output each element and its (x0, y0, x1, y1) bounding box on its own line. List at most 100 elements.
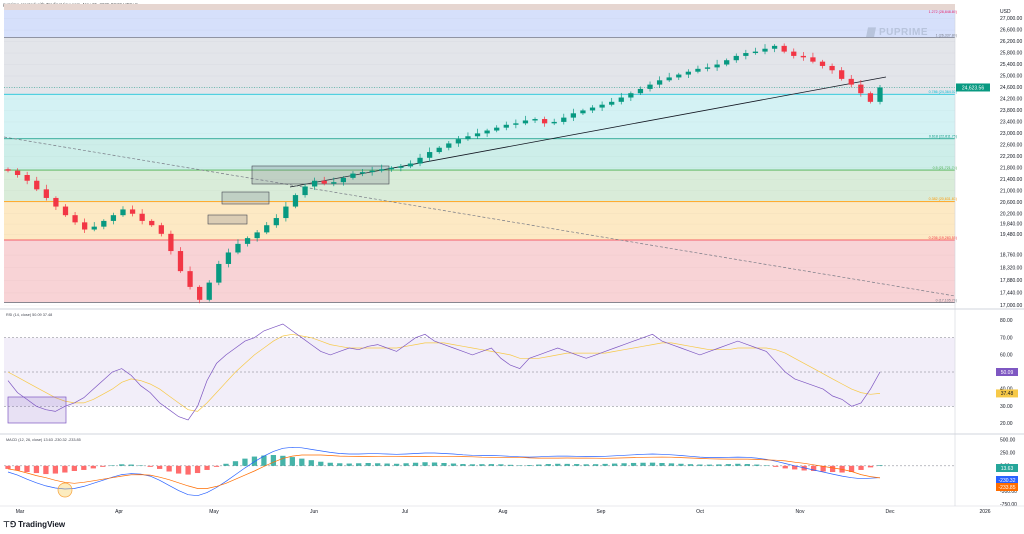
price-candle (455, 135, 462, 147)
price-candle (177, 247, 184, 273)
candle-body (149, 220, 155, 226)
last-price-label: 24,623.56 (962, 85, 984, 91)
candle-body (724, 60, 730, 65)
macd-histogram-bar (611, 463, 618, 466)
price-tick-label: 25,800.00 (1000, 51, 1022, 57)
price-candle (781, 43, 787, 54)
time-tick-label: May (209, 509, 219, 515)
consolidation-box (221, 191, 270, 205)
macd-histogram-bar (194, 465, 201, 474)
price-candle (426, 147, 433, 162)
candle-body (771, 45, 778, 49)
macd-histogram-bar (147, 465, 153, 467)
price-candle (637, 86, 644, 95)
candle-body (340, 177, 347, 183)
candle-body (312, 180, 318, 187)
watermark-text: PUPRIME (879, 27, 929, 38)
candle-body (197, 286, 203, 300)
macd-tick-label: -500.00 (1000, 489, 1017, 495)
candle-body (139, 213, 145, 221)
macd-histogram-bar (792, 465, 798, 470)
price-candle (570, 108, 576, 122)
candle-body (273, 218, 279, 226)
price-candle (762, 44, 768, 55)
candle-body (254, 232, 260, 239)
rsi-tick-label: 60.00 (1000, 352, 1013, 358)
candle-body (82, 222, 88, 230)
macd-histogram-bar (5, 465, 11, 469)
macd-histogram-bar (526, 465, 532, 466)
macd-tick-label: 500.00 (1000, 438, 1016, 444)
macd-histogram-bar (659, 463, 665, 466)
macd-histogram-bar (14, 465, 21, 471)
candle-body (350, 173, 356, 178)
candle-body (34, 180, 40, 190)
price-tick-label: 19,480.00 (1000, 232, 1022, 238)
candle-body (695, 68, 701, 72)
candle-body (877, 87, 883, 102)
price-candle (561, 113, 567, 125)
rsi-ma-label: 37.48 (1001, 391, 1014, 397)
time-tick-label: Jul (402, 509, 408, 515)
price-candle (283, 201, 289, 222)
fib-band (4, 10, 955, 38)
macd-histogram-bar (346, 463, 352, 466)
price-candle (513, 119, 519, 129)
macd-histogram-bar (337, 463, 343, 466)
candle-body (14, 170, 21, 175)
tradingview-brand[interactable]: ⊤⅁ TradingView (3, 520, 65, 529)
candle-body (647, 84, 653, 89)
price-candle (714, 59, 720, 71)
candle-body (110, 215, 117, 221)
fib-band (4, 94, 955, 139)
price-candle (676, 72, 682, 81)
macd-histogram-bar (175, 465, 182, 474)
macd-histogram-bar (375, 463, 381, 466)
time-tick-label: Mar (16, 509, 25, 515)
price-tick-label: 17,000.00 (1000, 303, 1022, 309)
candle-body (609, 101, 615, 105)
fib-band (4, 37, 955, 95)
macd-histogram-bar (469, 464, 476, 466)
candle-body (685, 71, 691, 75)
macd-histogram-bar (71, 465, 77, 471)
macd-histogram-bar (583, 464, 589, 466)
macd-histogram-bar (157, 465, 163, 469)
panel-dividers[interactable] (0, 10, 1024, 507)
candle-body (120, 209, 126, 216)
candle-body (474, 133, 481, 137)
macd-histogram-bar (498, 464, 504, 466)
price-candle (503, 121, 509, 131)
time-tick-label: Apr (115, 509, 123, 515)
macd-histogram-bar (820, 465, 826, 472)
macd-highlight-circle (57, 482, 73, 498)
macd-histogram-bar (668, 463, 675, 466)
macd-histogram-bar (621, 463, 627, 466)
rsi-tick-label: 70.00 (1000, 335, 1013, 341)
macd-histogram-bar (62, 465, 68, 473)
macd-histogram-bar (213, 465, 220, 467)
price-tick-label: 18,320.00 (1000, 265, 1022, 271)
macd-histogram-bar (877, 465, 883, 466)
price-candle (187, 266, 193, 290)
candle-body (800, 55, 806, 58)
price-candle (532, 117, 538, 124)
price-candle (235, 239, 241, 255)
price-candle (407, 160, 414, 169)
candle-body (570, 113, 576, 118)
candle-body (53, 197, 59, 207)
price-candle (158, 222, 164, 237)
fib-band (4, 170, 955, 202)
time-tick-label: Sep (597, 509, 606, 515)
price-candle (369, 166, 375, 176)
price-tick-label: 17,880.00 (1000, 278, 1022, 284)
rsi-title: RSI (14, close) 50.09 37.48 (6, 313, 52, 317)
macd-histogram-bar (593, 464, 599, 466)
macd-histogram-bar (270, 455, 277, 466)
candle-body (292, 195, 299, 207)
price-candle (771, 44, 778, 53)
price-tick-label: 24,200.00 (1000, 97, 1022, 103)
macd-histogram-bar (545, 464, 551, 466)
